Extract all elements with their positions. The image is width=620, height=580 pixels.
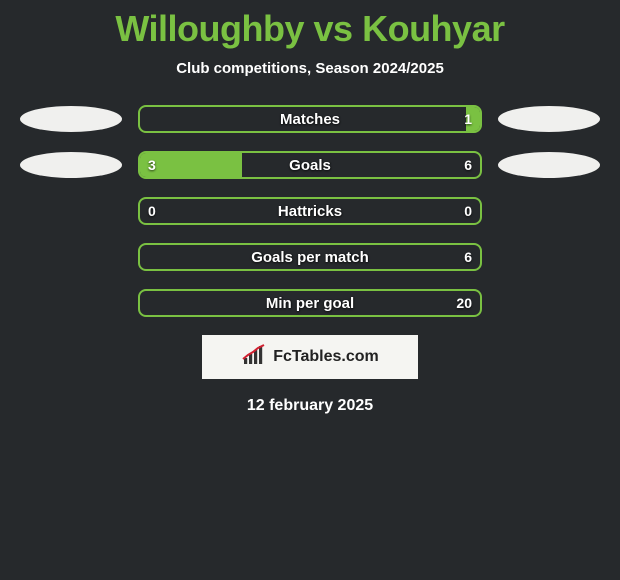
stat-bar: 1Matches xyxy=(138,105,482,133)
stat-row: 00Hattricks xyxy=(0,197,620,225)
stat-row: 20Min per goal xyxy=(0,289,620,317)
stat-row: 1Matches xyxy=(0,105,620,133)
stat-row: 36Goals xyxy=(0,151,620,179)
brand-text: FcTables.com xyxy=(273,348,379,366)
stat-bar: 00Hattricks xyxy=(138,197,482,225)
stat-label: Hattricks xyxy=(140,199,480,223)
stat-bar: 36Goals xyxy=(138,151,482,179)
stats-container: 1Matches 36Goals 00Hattricks 6Goals per mat… xyxy=(0,105,620,317)
stat-label: Goals per match xyxy=(140,245,480,269)
stat-label: Goals xyxy=(140,153,480,177)
player-left-indicator xyxy=(20,152,122,178)
stat-label: Matches xyxy=(140,107,480,131)
page-title: Willoughby vs Kouhyar xyxy=(0,0,620,50)
subtitle: Club competitions, Season 2024/2025 xyxy=(0,60,620,77)
stat-bar: 6Goals per match xyxy=(138,243,482,271)
brand-box: FcTables.com xyxy=(202,335,418,379)
stat-bar: 20Min per goal xyxy=(138,289,482,317)
date-text: 12 february 2025 xyxy=(0,397,620,415)
brand-chart-icon xyxy=(241,344,269,371)
player-left-indicator xyxy=(20,106,122,132)
stat-label: Min per goal xyxy=(140,291,480,315)
player-right-indicator xyxy=(498,106,600,132)
stat-row: 6Goals per match xyxy=(0,243,620,271)
player-right-indicator xyxy=(498,152,600,178)
